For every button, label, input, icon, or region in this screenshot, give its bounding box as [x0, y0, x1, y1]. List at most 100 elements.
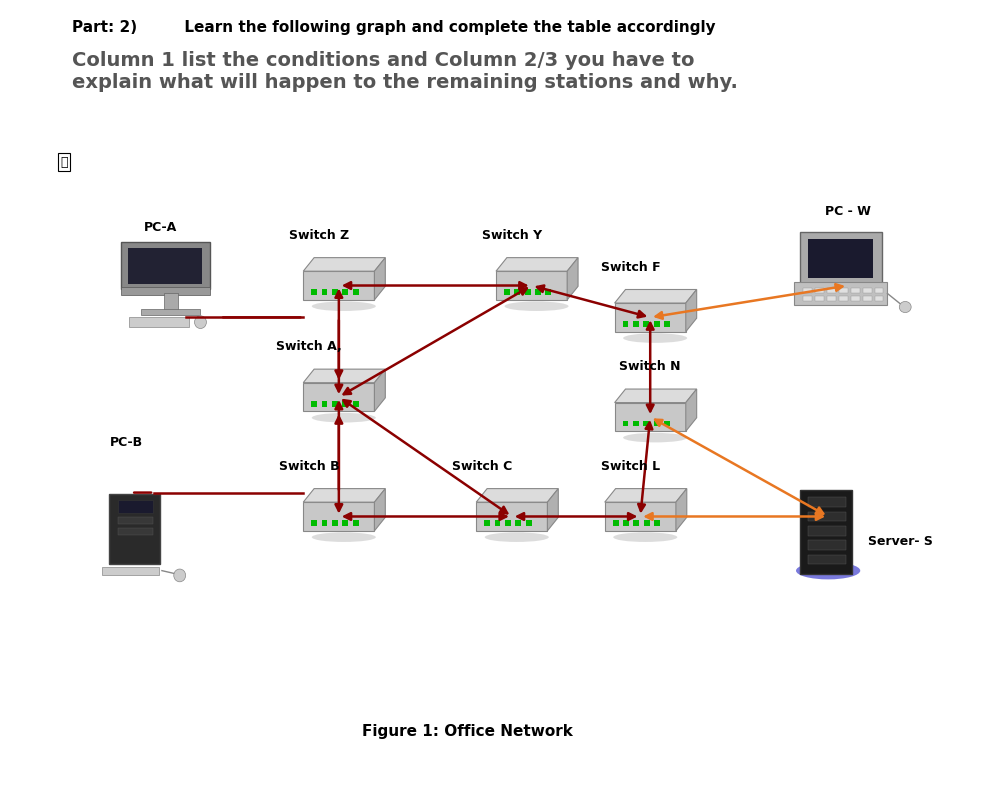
Bar [633, 520, 639, 526]
Bar [851, 296, 860, 302]
Ellipse shape [174, 569, 186, 581]
Bar [342, 520, 348, 526]
Polygon shape [604, 488, 687, 502]
Bar [515, 520, 521, 526]
FancyBboxPatch shape [614, 403, 686, 431]
FancyBboxPatch shape [496, 271, 568, 300]
Bar [827, 296, 836, 302]
Bar [800, 232, 882, 284]
Bar [164, 294, 178, 311]
Polygon shape [476, 488, 559, 502]
Bar [101, 567, 159, 575]
Bar [808, 512, 846, 521]
Bar [525, 290, 531, 295]
Polygon shape [686, 389, 697, 431]
Polygon shape [614, 389, 697, 403]
Bar [803, 296, 812, 302]
Bar [353, 401, 359, 407]
Bar [535, 290, 541, 295]
Bar [504, 290, 510, 295]
FancyBboxPatch shape [303, 502, 375, 531]
Ellipse shape [623, 334, 687, 343]
Bar [141, 309, 201, 315]
Polygon shape [548, 488, 559, 531]
Text: Switch Y: Switch Y [482, 229, 542, 241]
Ellipse shape [312, 302, 376, 311]
Bar [311, 520, 317, 526]
Polygon shape [496, 257, 579, 271]
Polygon shape [568, 257, 579, 300]
Text: Switch C: Switch C [452, 460, 512, 472]
Text: Switch N: Switch N [619, 360, 681, 373]
Bar [875, 296, 884, 302]
Bar [851, 288, 860, 294]
Bar [808, 541, 846, 550]
Text: PC-A: PC-A [144, 221, 178, 233]
Bar [808, 497, 846, 507]
Bar [815, 296, 824, 302]
Text: ⤢: ⤢ [61, 156, 68, 168]
Text: Switch L: Switch L [601, 460, 660, 472]
Bar [342, 290, 348, 295]
Bar [118, 517, 153, 525]
Bar [633, 322, 639, 327]
FancyBboxPatch shape [476, 502, 548, 531]
Text: Switch Z: Switch Z [289, 229, 349, 241]
Polygon shape [686, 290, 697, 332]
Text: Switch B: Switch B [279, 460, 340, 472]
Bar [643, 322, 649, 327]
Bar [484, 520, 490, 526]
Text: Figure 1: Office Network: Figure 1: Office Network [362, 724, 573, 739]
Bar [875, 288, 884, 294]
Text: PC-B: PC-B [109, 435, 143, 449]
Ellipse shape [623, 433, 687, 443]
Bar [121, 287, 211, 295]
Bar [332, 401, 338, 407]
Bar [546, 290, 552, 295]
Bar [353, 520, 359, 526]
Bar [612, 520, 618, 526]
Bar [108, 494, 160, 565]
Ellipse shape [485, 533, 549, 542]
Bar [664, 421, 670, 427]
FancyBboxPatch shape [303, 271, 375, 300]
Bar [644, 520, 650, 526]
Text: PC - W: PC - W [825, 205, 871, 218]
Ellipse shape [796, 562, 860, 579]
Bar [128, 248, 203, 284]
Bar [342, 401, 348, 407]
Bar [808, 555, 846, 565]
Ellipse shape [505, 302, 569, 311]
Bar [311, 290, 317, 295]
Bar [815, 288, 824, 294]
Bar [321, 401, 327, 407]
Bar [863, 296, 872, 302]
Text: Switch F: Switch F [600, 261, 660, 273]
Bar [808, 239, 873, 277]
Bar [332, 520, 338, 526]
Text: Part: 2)         Learn the following graph and complete the table accordingly: Part: 2) Learn the following graph and c… [72, 20, 716, 35]
FancyBboxPatch shape [303, 383, 375, 411]
Ellipse shape [613, 533, 677, 542]
Polygon shape [375, 488, 386, 531]
Bar [800, 490, 852, 573]
Bar [793, 282, 888, 306]
Polygon shape [375, 257, 386, 300]
Ellipse shape [195, 316, 207, 329]
Bar [622, 421, 628, 427]
Bar [321, 520, 327, 526]
Bar [633, 421, 639, 427]
Bar [121, 241, 211, 290]
Bar [622, 322, 628, 327]
Bar [526, 520, 532, 526]
Polygon shape [676, 488, 687, 531]
Bar [353, 290, 359, 295]
Bar [654, 322, 660, 327]
Bar [623, 520, 629, 526]
Polygon shape [303, 257, 386, 271]
Ellipse shape [312, 533, 376, 542]
Bar [664, 322, 670, 327]
Ellipse shape [900, 302, 911, 313]
Text: Server- S: Server- S [868, 536, 932, 549]
Polygon shape [614, 290, 697, 303]
